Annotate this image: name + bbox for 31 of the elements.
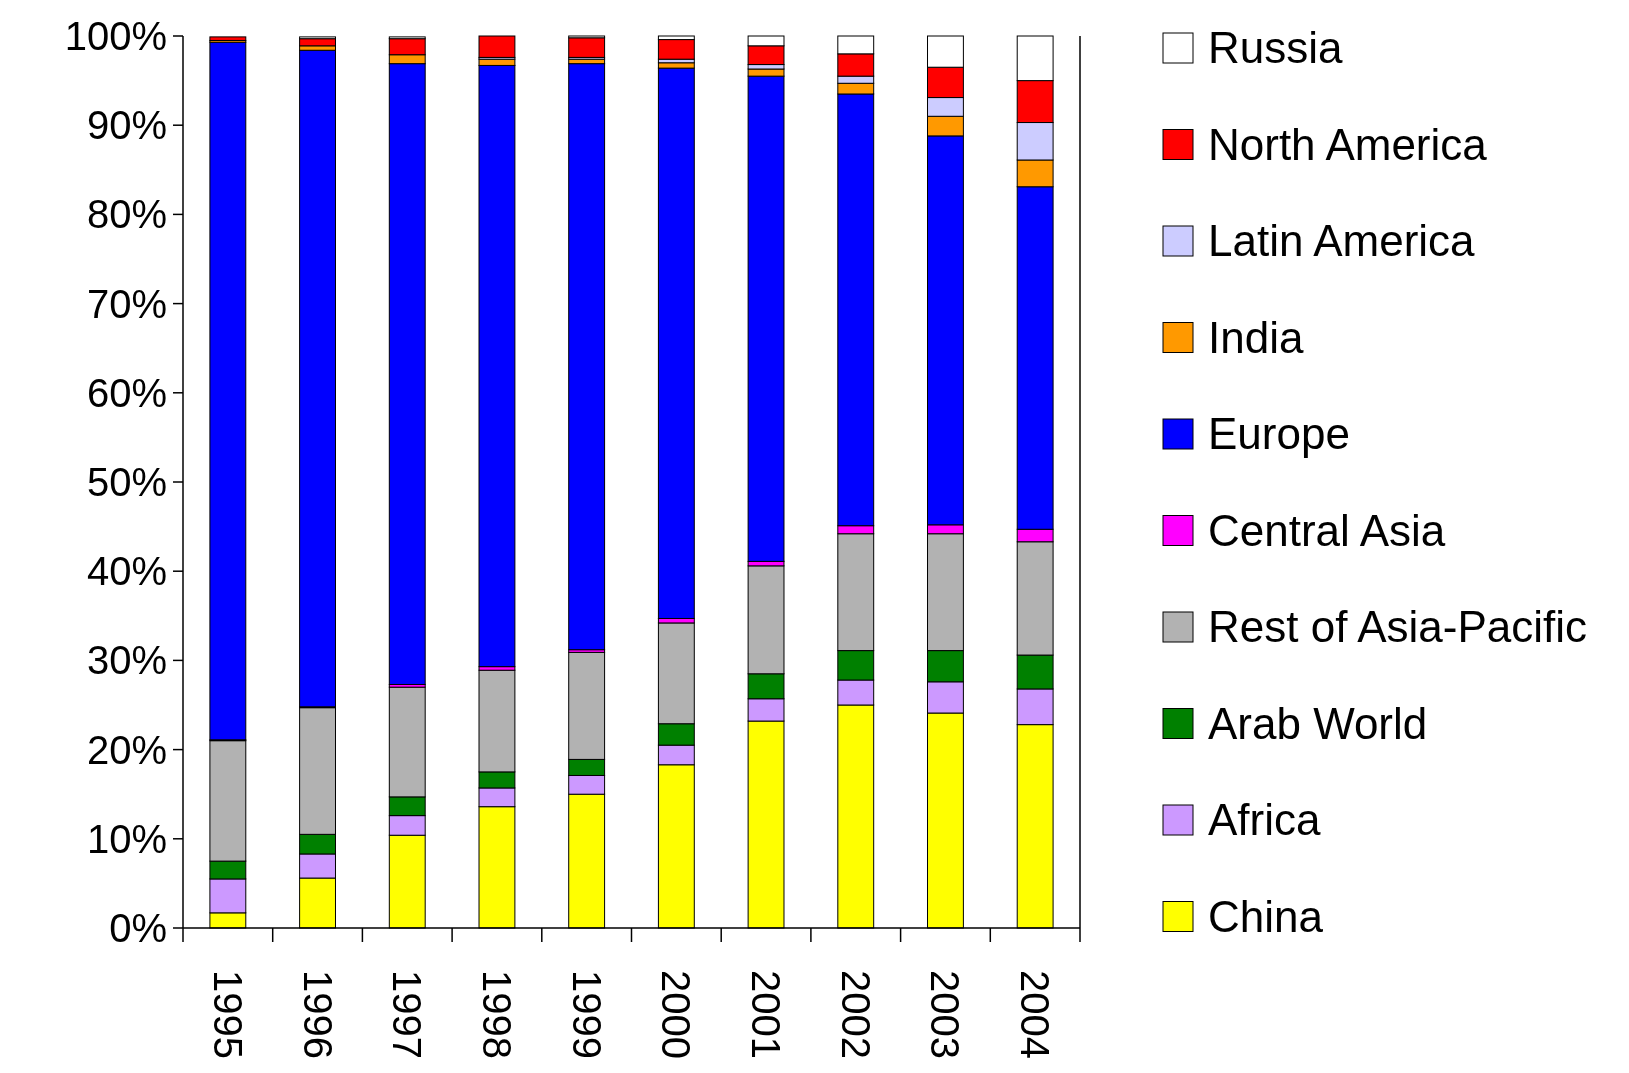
x-tick-label: 2003 bbox=[923, 970, 968, 1059]
y-tick-label: 70% bbox=[86, 281, 167, 326]
y-tick-label: 90% bbox=[86, 103, 167, 148]
legend-label: Arab World bbox=[1208, 698, 1428, 748]
legend-label: Central Asia bbox=[1208, 505, 1446, 555]
y-tick-label: 80% bbox=[86, 192, 167, 237]
legend-label: Rest of Asia-Pacific bbox=[1208, 602, 1588, 652]
x-tick-label: 1999 bbox=[564, 970, 609, 1059]
y-tick-label: 30% bbox=[86, 638, 167, 683]
legend-label: India bbox=[1208, 312, 1304, 362]
legend-label: China bbox=[1208, 891, 1324, 941]
y-tick-label: 40% bbox=[86, 549, 167, 594]
x-tick-label: 1995 bbox=[205, 970, 250, 1059]
legend-label: Russia bbox=[1208, 23, 1344, 73]
legend-label: Latin America bbox=[1208, 216, 1476, 266]
y-tick-label: 20% bbox=[86, 727, 167, 772]
y-tick-label: 100% bbox=[64, 14, 167, 58]
y-tick-label: 60% bbox=[86, 370, 167, 415]
x-tick-label: 2004 bbox=[1013, 970, 1058, 1059]
x-tick-label: 1997 bbox=[385, 970, 430, 1059]
x-tick-label: 2000 bbox=[654, 970, 699, 1059]
x-tick-label: 2001 bbox=[744, 970, 789, 1059]
x-tick-label: 1998 bbox=[474, 970, 519, 1059]
legend-label: Africa bbox=[1208, 795, 1321, 845]
y-tick-label: 10% bbox=[86, 816, 167, 861]
x-tick-label: 2002 bbox=[833, 970, 878, 1059]
legend-label: North America bbox=[1208, 119, 1488, 169]
legend-label: Europe bbox=[1208, 409, 1350, 459]
x-tick-label: 1996 bbox=[295, 970, 340, 1059]
y-tick-label: 50% bbox=[86, 460, 167, 504]
y-tick-label: 0% bbox=[109, 906, 167, 950]
